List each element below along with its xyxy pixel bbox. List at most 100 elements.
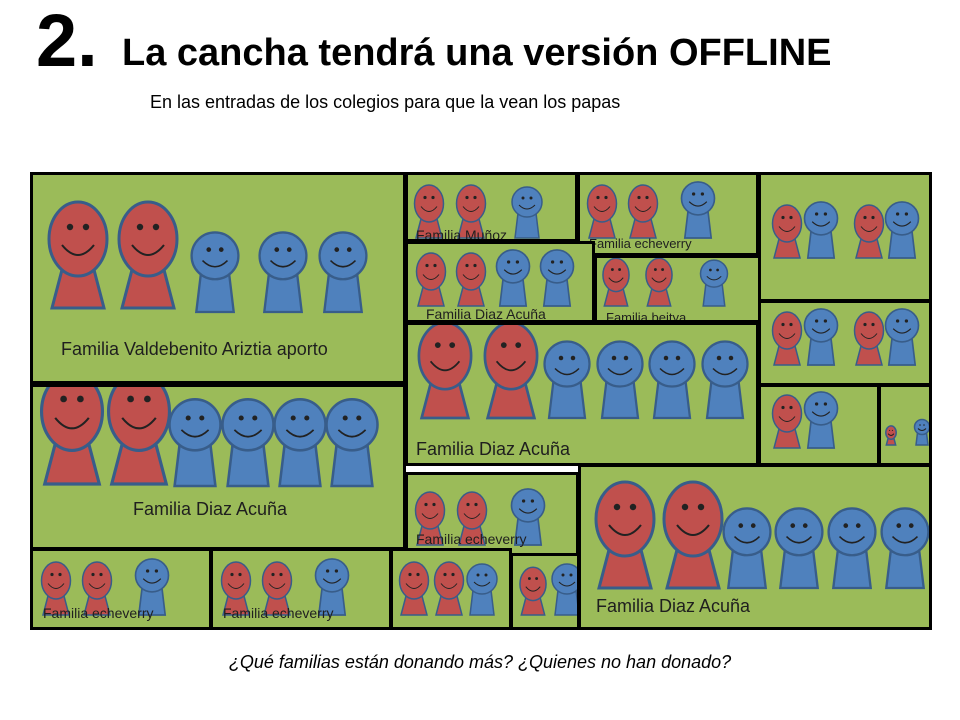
parent-figure bbox=[602, 258, 630, 307]
family-block: Familia echeverry bbox=[210, 548, 392, 630]
family-label: Familia Diaz Acuña bbox=[416, 439, 571, 459]
child-figure bbox=[699, 259, 729, 307]
family-figures bbox=[771, 201, 920, 259]
child-figure bbox=[539, 249, 575, 307]
family-block: Familia echeverry bbox=[577, 172, 759, 256]
parent-figure bbox=[47, 200, 109, 310]
family-block bbox=[390, 548, 512, 630]
family-figures bbox=[413, 184, 543, 239]
family-figures bbox=[885, 418, 929, 446]
family-figures bbox=[771, 308, 920, 366]
parent-figure bbox=[106, 387, 172, 486]
child-figure bbox=[827, 507, 877, 590]
child-figure bbox=[722, 507, 772, 590]
parent-figure bbox=[885, 425, 897, 446]
family-block bbox=[758, 384, 880, 466]
parent-figure bbox=[483, 325, 539, 420]
parent-figure bbox=[662, 480, 724, 590]
family-block: Familia beitya bbox=[594, 255, 766, 323]
parent-figure bbox=[117, 200, 179, 310]
child-figure bbox=[273, 398, 327, 488]
family-label: Familia echeverry bbox=[43, 605, 154, 621]
parent-figure bbox=[771, 394, 803, 449]
family-block bbox=[510, 553, 580, 630]
parent-figure bbox=[433, 561, 465, 616]
parent-figure bbox=[594, 480, 656, 590]
parent-figure bbox=[853, 204, 885, 259]
family-figures bbox=[417, 325, 749, 420]
child-figure bbox=[511, 186, 543, 239]
child-figure bbox=[221, 398, 275, 488]
family-figures bbox=[40, 558, 170, 616]
parent-figure bbox=[771, 311, 803, 366]
child-figure bbox=[318, 231, 368, 314]
child-figure bbox=[325, 398, 379, 488]
child-figure bbox=[680, 181, 716, 239]
child-figure bbox=[774, 507, 824, 590]
family-block: Familia Diaz Acuña bbox=[30, 384, 406, 550]
family-block: Familia Diaz Acuña bbox=[405, 322, 759, 466]
child-figure bbox=[168, 398, 222, 488]
parent-figure bbox=[771, 204, 803, 259]
parent-figure bbox=[39, 387, 105, 486]
slide-title: La cancha tendrá una versión OFFLINE bbox=[122, 32, 832, 74]
family-block bbox=[758, 300, 932, 386]
child-figure bbox=[495, 249, 531, 307]
parent-figure bbox=[455, 184, 487, 239]
parent-figure bbox=[586, 184, 618, 239]
parent-figure bbox=[40, 561, 72, 616]
child-figure bbox=[884, 201, 920, 259]
child-figure bbox=[913, 418, 929, 446]
parent-figure bbox=[220, 561, 252, 616]
family-label: Familia echeverry bbox=[223, 605, 334, 621]
parent-figure bbox=[455, 252, 487, 307]
family-figures bbox=[47, 200, 368, 314]
child-figure bbox=[803, 308, 839, 366]
parent-figure bbox=[456, 491, 488, 546]
family-figures bbox=[398, 561, 498, 616]
family-figures bbox=[594, 480, 929, 590]
family-figures bbox=[519, 563, 577, 616]
family-block bbox=[758, 172, 932, 302]
family-label: Familia Diaz Acuña bbox=[426, 306, 546, 322]
child-figure bbox=[510, 488, 546, 546]
family-block: Familia echeverry bbox=[405, 472, 579, 556]
child-figure bbox=[466, 563, 498, 616]
family-label: Familia Muñoz bbox=[416, 227, 508, 242]
parent-figure bbox=[645, 258, 673, 307]
child-figure bbox=[803, 391, 839, 449]
child-figure bbox=[880, 507, 929, 590]
family-block: Familia echeverry bbox=[30, 548, 212, 630]
parent-figure bbox=[415, 252, 447, 307]
family-label: Familia Valdebenito Ariztia aporto bbox=[61, 339, 328, 359]
family-label: Familia echeverry bbox=[416, 531, 527, 547]
family-label: Familia echeverry bbox=[589, 236, 692, 251]
child-figure bbox=[701, 340, 749, 420]
family-block: Familia Diaz Acuña bbox=[578, 464, 932, 630]
parent-figure bbox=[81, 561, 113, 616]
child-figure bbox=[190, 231, 240, 314]
parent-figure bbox=[414, 491, 446, 546]
family-figures bbox=[414, 488, 546, 546]
child-figure bbox=[551, 563, 577, 616]
child-figure bbox=[803, 201, 839, 259]
family-figures bbox=[586, 181, 716, 239]
family-figures bbox=[415, 249, 575, 307]
family-figures bbox=[220, 558, 350, 616]
parent-figure bbox=[519, 566, 547, 616]
family-figures bbox=[771, 391, 839, 449]
child-figure bbox=[314, 558, 350, 616]
family-block: Familia Valdebenito Ariztia aporto bbox=[30, 172, 406, 384]
parent-figure bbox=[417, 325, 473, 420]
child-figure bbox=[543, 340, 591, 420]
slide-subtitle: En las entradas de los colegios para que… bbox=[150, 92, 621, 112]
question-text: ¿Qué familias están donando más? ¿Quiene… bbox=[228, 652, 732, 672]
parent-figure bbox=[261, 561, 293, 616]
family-label: Familia beitya bbox=[606, 310, 687, 323]
family-block: Familia Muñoz bbox=[405, 172, 578, 242]
child-figure bbox=[884, 308, 920, 366]
child-figure bbox=[258, 231, 308, 314]
parent-figure bbox=[627, 184, 659, 239]
parent-figure bbox=[853, 311, 885, 366]
